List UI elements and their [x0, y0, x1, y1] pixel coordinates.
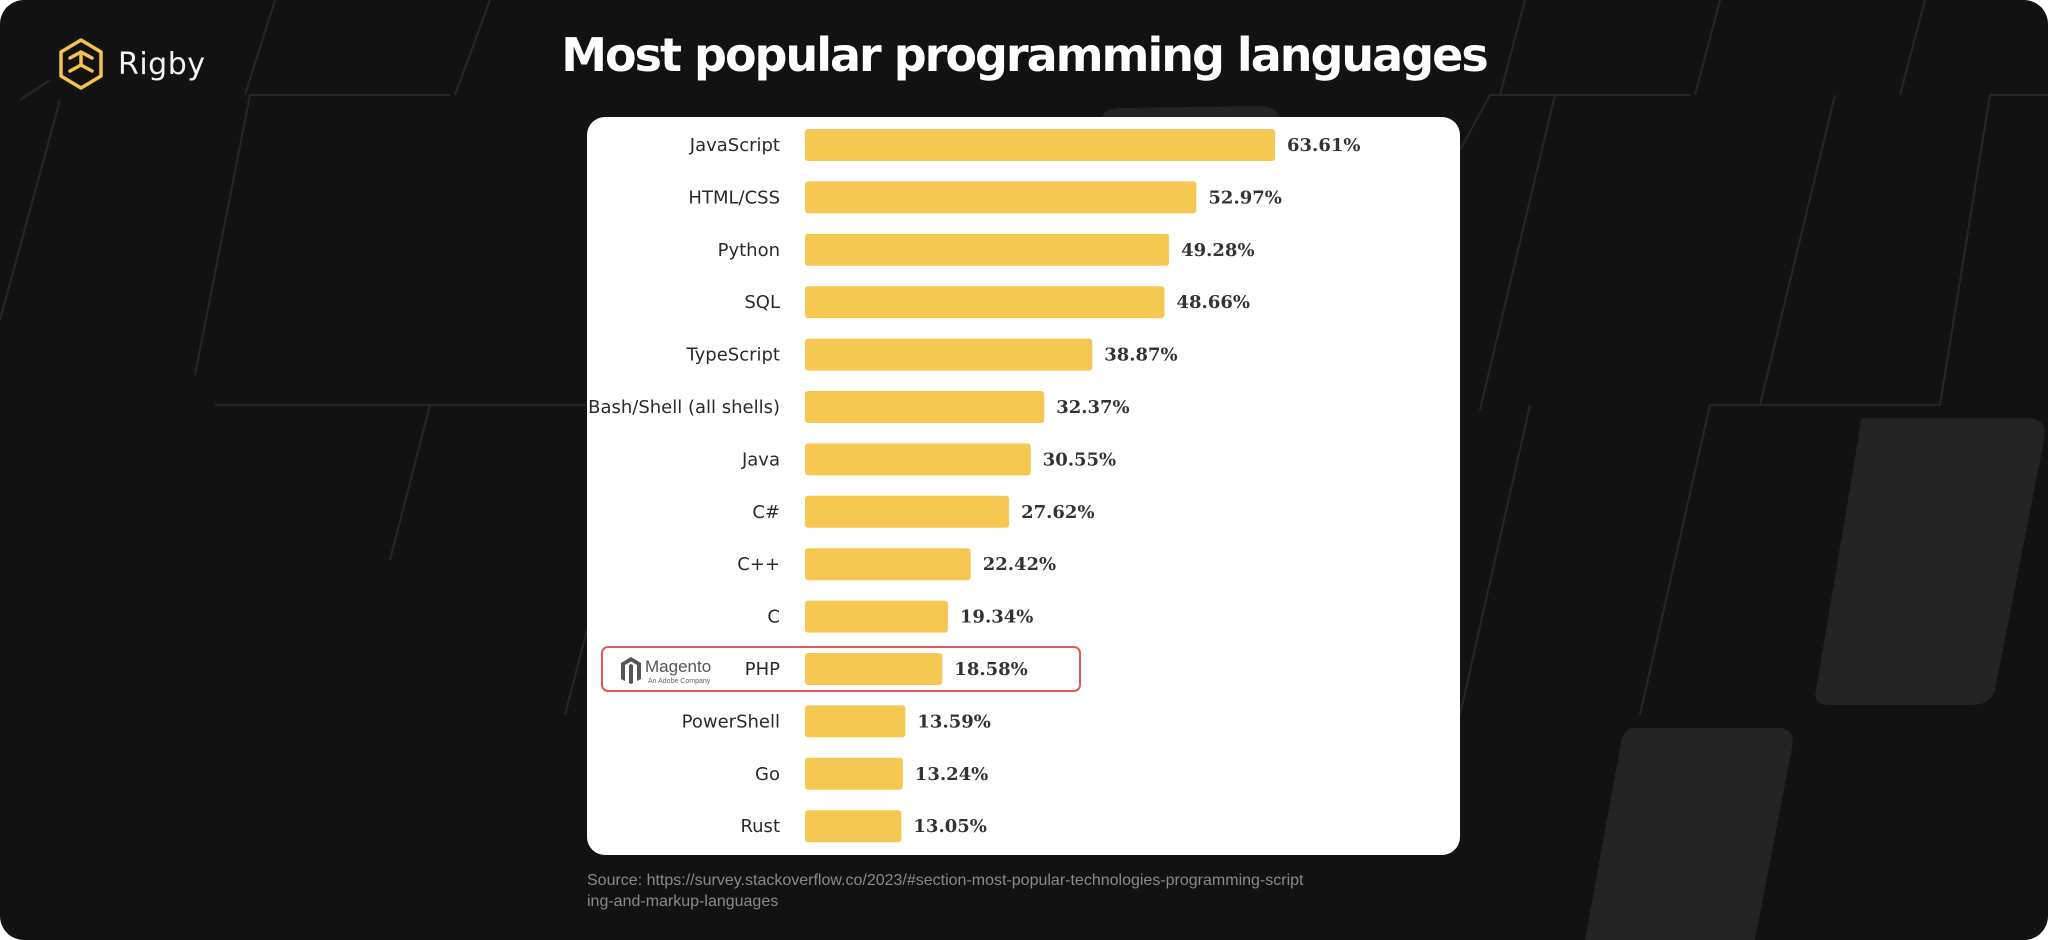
category-label-sql: SQL [744, 292, 780, 313]
value-label-c: 19.34% [960, 607, 1033, 628]
bar-rust [805, 810, 902, 843]
brand: Rigby [58, 38, 206, 90]
value-label-java: 30.55% [1043, 449, 1116, 470]
bar-javascript [805, 129, 1275, 161]
bar-go [805, 757, 903, 790]
value-label-c: 27.62% [1021, 502, 1094, 523]
category-label-php: PHP [745, 659, 780, 680]
value-label-c: 22.42% [983, 554, 1056, 575]
magento-logo-text: Magento [645, 657, 711, 676]
source-note: Source: https://survey.stackoverflow.co/… [587, 872, 1304, 910]
bar-html-css [805, 181, 1197, 214]
hexagon-logo-icon [59, 38, 103, 90]
value-label-php: 18.58% [954, 659, 1027, 680]
category-label-c: C# [752, 502, 780, 523]
category-label-c: C [767, 607, 780, 628]
highlight-outline-php [601, 646, 1081, 692]
bar-php [805, 653, 943, 685]
value-label-powershell: 13.59% [917, 711, 990, 732]
category-label-python: Python [718, 240, 780, 261]
bar-c [805, 548, 971, 581]
category-label-go: Go [755, 764, 780, 785]
bar-java [805, 443, 1031, 476]
value-label-bash-shell-all-shells: 32.37% [1056, 397, 1129, 418]
value-label-javascript: 63.61% [1287, 135, 1360, 156]
value-label-html-css: 52.97% [1208, 187, 1281, 208]
chart-card: JavaScript 63.61% HTML/CSS 52.97% Python 49.2… [587, 117, 1460, 855]
category-label-rust: Rust [740, 816, 780, 837]
bar-c [805, 600, 948, 633]
category-label-c: C++ [737, 554, 780, 575]
category-label-powershell: PowerShell [682, 711, 780, 732]
category-label-bash-shell-all-shells: Bash/Shell (all shells) [588, 397, 780, 418]
bar-sql [805, 286, 1165, 319]
bar-python [805, 233, 1170, 266]
magento-logo-icon: Magento An Adobe Company [621, 657, 711, 685]
bar-chart: JavaScript 63.61% HTML/CSS 52.97% Python 49.2… [588, 129, 1360, 843]
value-label-typescript: 38.87% [1104, 345, 1177, 366]
brand-name: Rigby [118, 46, 206, 82]
bar-typescript [805, 338, 1093, 371]
value-label-python: 49.28% [1181, 240, 1254, 261]
chart-title: Most popular programming languages [561, 28, 1488, 82]
value-label-sql: 48.66% [1177, 292, 1250, 313]
bar-bash-shell-all-shells [805, 391, 1045, 423]
value-label-rust: 13.05% [913, 816, 986, 837]
bar-c [805, 495, 1010, 528]
category-label-java: Java [741, 449, 780, 470]
bar-powershell [805, 705, 906, 738]
value-label-go: 13.24% [915, 764, 988, 785]
magento-logo-subtext: An Adobe Company [648, 678, 711, 685]
category-label-javascript: JavaScript [689, 135, 780, 156]
category-label-html-css: HTML/CSS [688, 187, 780, 208]
category-label-typescript: TypeScript [685, 345, 780, 366]
